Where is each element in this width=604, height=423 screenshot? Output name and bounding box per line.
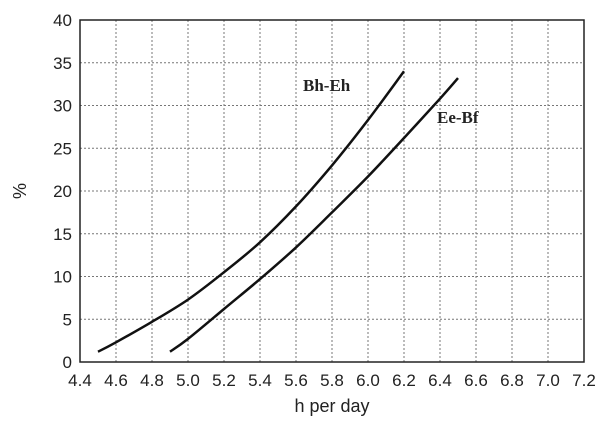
y-tick-label: 25 xyxy=(53,139,72,158)
y-axis-title: % xyxy=(10,183,30,199)
series-label-ee-bf: Ee-Bf xyxy=(437,108,479,127)
x-tick-label: 7.0 xyxy=(536,371,560,390)
x-axis-title: h per day xyxy=(294,396,369,416)
y-tick-label: 5 xyxy=(63,310,72,329)
x-tick-label: 5.8 xyxy=(320,371,344,390)
x-tick-label: 7.2 xyxy=(572,371,596,390)
x-tick-label: 4.8 xyxy=(140,371,164,390)
x-tick-label: 5.4 xyxy=(248,371,272,390)
x-tick-label: 6.4 xyxy=(428,371,452,390)
plot-frame xyxy=(79,19,585,363)
series-curves xyxy=(97,70,459,353)
x-tick-label: 4.6 xyxy=(104,371,128,390)
y-tick-label: 0 xyxy=(63,353,72,372)
x-tick-label: 6.8 xyxy=(500,371,524,390)
x-tick-label: 4.4 xyxy=(68,371,92,390)
y-tick-label: 30 xyxy=(53,97,72,116)
x-tick-label: 5.6 xyxy=(284,371,308,390)
series-line-bh-eh xyxy=(97,70,406,353)
x-tick-label: 6.6 xyxy=(464,371,488,390)
y-tick-label: 40 xyxy=(53,11,72,30)
series-label-bh-eh: Bh-Eh xyxy=(303,76,351,95)
x-tick-label: 6.2 xyxy=(392,371,416,390)
x-tick-label: 6.0 xyxy=(356,371,380,390)
y-tick-label: 10 xyxy=(53,268,72,287)
y-tick-label: 35 xyxy=(53,54,72,73)
y-tick-label: 15 xyxy=(53,225,72,244)
series-line-ee-bf xyxy=(169,77,459,353)
x-tick-label: 5.0 xyxy=(176,371,200,390)
x-tick-labels: 4.4 4.6 4.8 5.0 5.2 5.4 5.6 5.8 6.0 6.2 6.4 6.6 6.8 7… xyxy=(68,371,596,390)
y-tick-label: 20 xyxy=(53,182,72,201)
y-tick-labels: 0 5 10 15 20 25 30 35 40 xyxy=(53,11,72,372)
x-tick-label: 5.2 xyxy=(212,371,236,390)
grid-lines xyxy=(80,20,584,362)
